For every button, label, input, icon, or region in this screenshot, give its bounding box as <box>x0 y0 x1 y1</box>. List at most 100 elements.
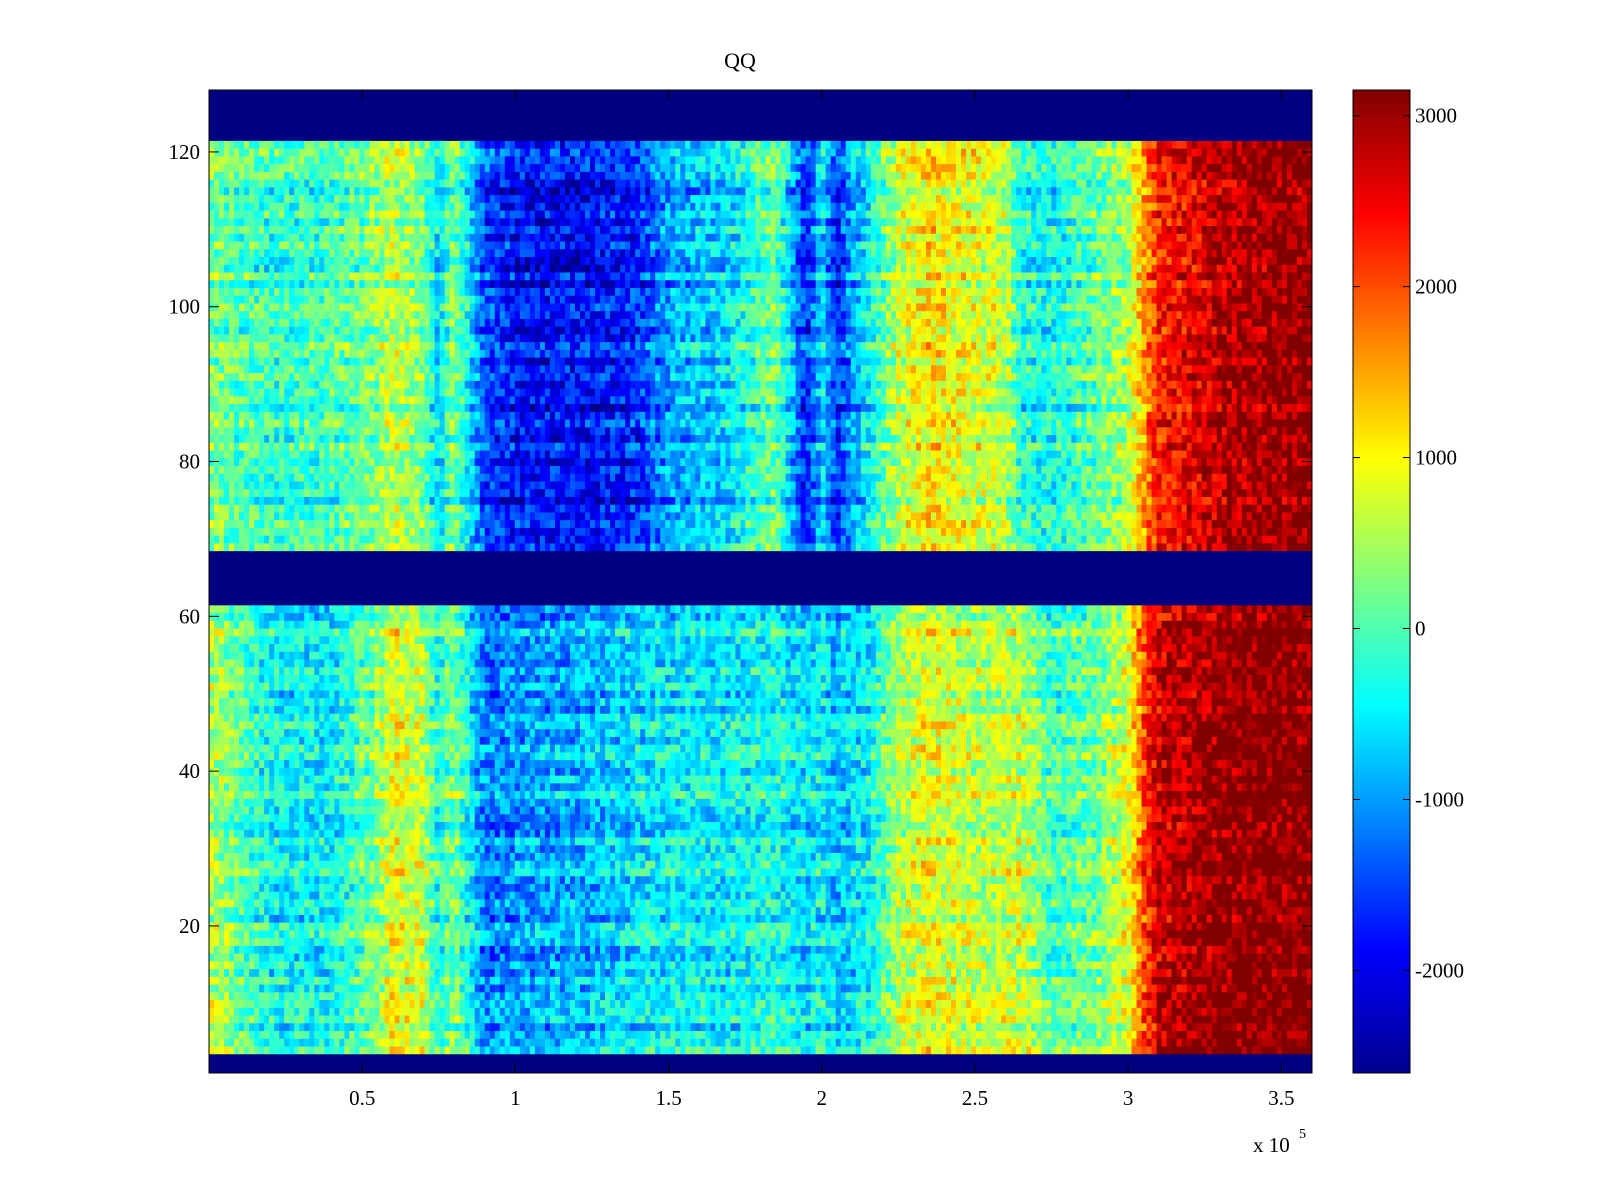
heatmap-cell <box>845 1022 852 1032</box>
heatmap-cell <box>334 929 340 939</box>
heatmap-cell <box>1091 960 1098 970</box>
heatmap-cell <box>264 968 270 977</box>
heatmap-cell <box>940 991 947 1001</box>
heatmap-cell <box>394 968 401 977</box>
heatmap-cell <box>489 906 496 915</box>
heatmap-cell <box>339 1014 345 1024</box>
heatmap-cell <box>409 891 416 900</box>
heatmap-cell <box>439 1022 446 1032</box>
heatmap-cell <box>1266 1030 1273 1039</box>
heatmap-cell <box>815 906 822 915</box>
heatmap-cell <box>1161 937 1168 946</box>
heatmap-cell <box>1211 1022 1218 1032</box>
heatmap-cell <box>770 891 777 900</box>
heatmap-cell <box>519 922 526 931</box>
heatmap-cell <box>374 883 381 892</box>
heatmap-cell <box>695 906 701 915</box>
heatmap-cell <box>464 922 471 931</box>
heatmap-cell <box>971 929 977 939</box>
heatmap-cell <box>234 976 240 985</box>
heatmap-cell <box>1291 1030 1298 1039</box>
heatmap-cell <box>269 883 275 892</box>
heatmap-cell <box>966 968 972 977</box>
heatmap-cell <box>549 968 556 977</box>
heatmap-cell <box>1231 906 1238 915</box>
heatmap-cell <box>1141 1014 1148 1024</box>
heatmap-cell <box>665 898 671 908</box>
heatmap-cell <box>720 968 727 977</box>
heatmap-cell <box>875 1038 882 1047</box>
heatmap-cell <box>885 922 892 931</box>
heatmap-cell <box>434 1045 441 1055</box>
heatmap-cell <box>930 1038 937 1047</box>
heatmap-cell <box>299 999 305 1008</box>
heatmap-cell <box>214 1045 220 1055</box>
heatmap-cell <box>219 883 225 892</box>
heatmap-cell <box>1071 914 1077 923</box>
heatmap-cell <box>961 929 967 939</box>
heatmap-cell <box>484 929 491 939</box>
heatmap-cell <box>1056 1038 1062 1047</box>
heatmap-cell <box>956 914 962 923</box>
heatmap-cell <box>424 1030 431 1039</box>
heatmap-cell <box>324 983 330 993</box>
heatmap-cell <box>695 937 701 946</box>
heatmap-cell <box>1121 945 1128 954</box>
heatmap-cell <box>585 983 591 993</box>
heatmap-cell <box>1231 883 1238 892</box>
heatmap-cell <box>334 945 340 954</box>
heatmap-cell <box>249 922 255 931</box>
heatmap-cell <box>600 983 606 993</box>
heatmap-cell <box>640 875 646 884</box>
heatmap-cell <box>981 922 987 931</box>
heatmap-cell <box>374 960 381 970</box>
heatmap-cell <box>239 1014 245 1024</box>
heatmap-cell <box>1151 883 1158 892</box>
heatmap-cell <box>765 960 772 970</box>
heatmap-cell <box>1211 945 1218 954</box>
heatmap-cell <box>269 1045 275 1055</box>
heatmap-cell <box>735 976 742 985</box>
heatmap-cell <box>284 875 290 884</box>
heatmap-cell <box>1021 1014 1027 1024</box>
heatmap-cell <box>640 991 646 1001</box>
heatmap-cell <box>920 1045 927 1055</box>
heatmap-cell <box>605 960 611 970</box>
heatmap-cell <box>775 898 782 908</box>
heatmap-cell <box>785 999 792 1008</box>
heatmap-cell <box>254 999 260 1008</box>
heatmap-cell <box>1206 999 1213 1008</box>
heatmap-cell <box>675 906 681 915</box>
heatmap-cell <box>1226 945 1233 954</box>
heatmap-cell <box>605 1022 611 1032</box>
heatmap-cell <box>745 898 752 908</box>
heatmap-cell <box>925 906 932 915</box>
heatmap-cell <box>585 922 591 931</box>
heatmap-cell <box>825 929 832 939</box>
heatmap-cell <box>419 937 426 946</box>
heatmap-cell <box>770 1007 777 1016</box>
heatmap-cell <box>1271 1045 1278 1055</box>
heatmap-cell <box>1256 898 1263 908</box>
heatmap-cell <box>655 960 661 970</box>
heatmap-cell <box>1086 983 1092 993</box>
heatmap-cell <box>750 906 757 915</box>
heatmap-cell <box>820 891 827 900</box>
heatmap-cell <box>805 953 812 962</box>
heatmap-cell <box>244 945 250 954</box>
heatmap-cell <box>715 991 721 1001</box>
heatmap-cell <box>895 999 902 1008</box>
heatmap-cell <box>1256 945 1263 954</box>
heatmap-cell <box>309 914 315 923</box>
heatmap-cell <box>650 968 656 977</box>
heatmap-cell <box>414 960 421 970</box>
heatmap-cell <box>1041 999 1047 1008</box>
heatmap-cell <box>770 906 777 915</box>
heatmap-cell <box>1261 968 1268 977</box>
heatmap-cell <box>1031 1007 1037 1016</box>
heatmap-cell <box>951 883 957 892</box>
heatmap-cell <box>830 1038 837 1047</box>
heatmap-cell <box>925 960 932 970</box>
heatmap-cell <box>1156 968 1163 977</box>
heatmap-cell <box>750 945 757 954</box>
